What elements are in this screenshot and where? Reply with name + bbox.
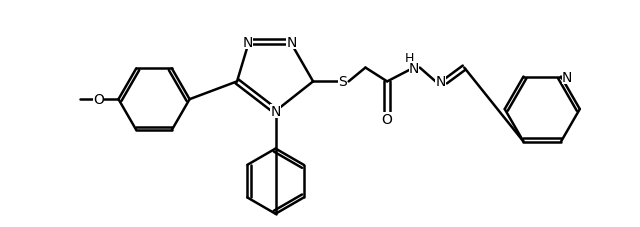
Text: H: H [405,52,415,65]
Text: N: N [270,105,281,118]
Text: N: N [409,61,419,75]
Text: N: N [286,36,296,50]
Text: O: O [381,112,392,126]
Text: S: S [339,75,347,89]
Text: N: N [435,75,445,89]
Text: O: O [93,93,104,107]
Text: N: N [562,70,572,84]
Text: N: N [243,36,253,50]
